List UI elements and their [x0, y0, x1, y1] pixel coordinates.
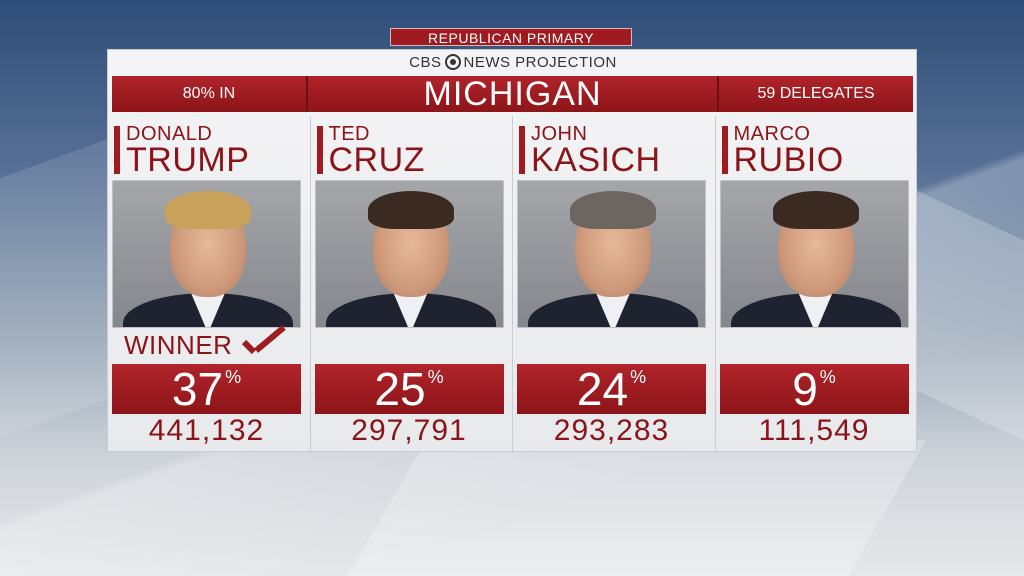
vote-percent: 24 [576, 363, 629, 415]
projection-text: NEWS PROJECTION [463, 54, 617, 71]
last-name: CRUZ [328, 141, 425, 179]
percent-sign: % [819, 367, 836, 387]
candidate-card: JOHN KASICH 24% 293,283 [513, 116, 716, 452]
vote-percent: 9 [792, 363, 818, 415]
candidate-name: JOHN KASICH [519, 123, 661, 179]
header-bar: 80% IN MICHIGAN 59 DELEGATES [112, 76, 913, 112]
delegate-count: 59 DELEGATES [717, 76, 913, 112]
candidate-photo [517, 180, 706, 328]
vote-percent: 37 [171, 363, 224, 415]
candidate-name: DONALD TRUMP [114, 123, 250, 179]
candidate-photo [719, 180, 909, 328]
winner-badge: WINNER [124, 328, 286, 362]
percent-sign: % [427, 367, 444, 387]
last-name: KASICH [531, 141, 661, 179]
checkmark-icon [238, 328, 286, 362]
brand-text: CBS [409, 54, 442, 71]
race-label: REPUBLICAN PRIMARY [390, 28, 632, 46]
first-name: DONALD [126, 123, 213, 145]
first-name: TED [328, 123, 370, 145]
name-accent-bar [519, 126, 525, 174]
candidate-photo [314, 180, 504, 328]
background-shape [333, 440, 927, 576]
candidate-name: TED CRUZ [316, 123, 425, 179]
winner-label: WINNER [124, 329, 233, 360]
last-name: RUBIO [733, 141, 844, 179]
cbs-eye-icon [444, 54, 461, 70]
vote-percent: 25 [374, 363, 426, 415]
portrait-hair [367, 191, 454, 229]
vote-percent-box: 25% [314, 363, 504, 415]
first-name: MARCO [733, 123, 811, 145]
name-accent-bar [114, 126, 120, 174]
percent-sign: % [630, 367, 647, 387]
vote-percent-box: 37% [112, 364, 301, 414]
percent-sign: % [225, 367, 242, 387]
vote-count: 111,549 [758, 414, 870, 447]
portrait-hair [165, 191, 251, 229]
first-name: JOHN [531, 123, 588, 145]
vote-percent-box: 9% [719, 363, 909, 415]
candidate-card: TED CRUZ 25% 297,791 [311, 116, 513, 452]
candidate-photo [112, 180, 301, 328]
portrait-hair [570, 191, 656, 229]
state-title: MICHIGAN [423, 75, 602, 113]
vote-percent-box: 24% [517, 364, 706, 414]
vote-count: 297,791 [351, 414, 467, 447]
reporting-percent: 80% IN [112, 76, 308, 112]
portrait-hair [772, 191, 859, 229]
vote-count: 293,283 [553, 414, 670, 447]
results-panel: CBS NEWS PROJECTION 80% IN MICHIGAN 59 DE… [107, 49, 917, 452]
vote-count: 441,132 [148, 414, 265, 447]
name-accent-bar [721, 126, 728, 174]
projection-line: CBS NEWS PROJECTION [108, 52, 918, 74]
candidate-name: MARCO RUBIO [721, 123, 844, 179]
candidate-list: DONALD TRUMP WINNER 37% 441,132 TED [108, 116, 918, 452]
candidate-card: DONALD TRUMP WINNER 37% 441,132 [108, 116, 311, 452]
last-name: TRUMP [126, 141, 250, 179]
name-accent-bar [316, 126, 323, 174]
candidate-card: MARCO RUBIO 9% 111,549 [716, 116, 919, 452]
